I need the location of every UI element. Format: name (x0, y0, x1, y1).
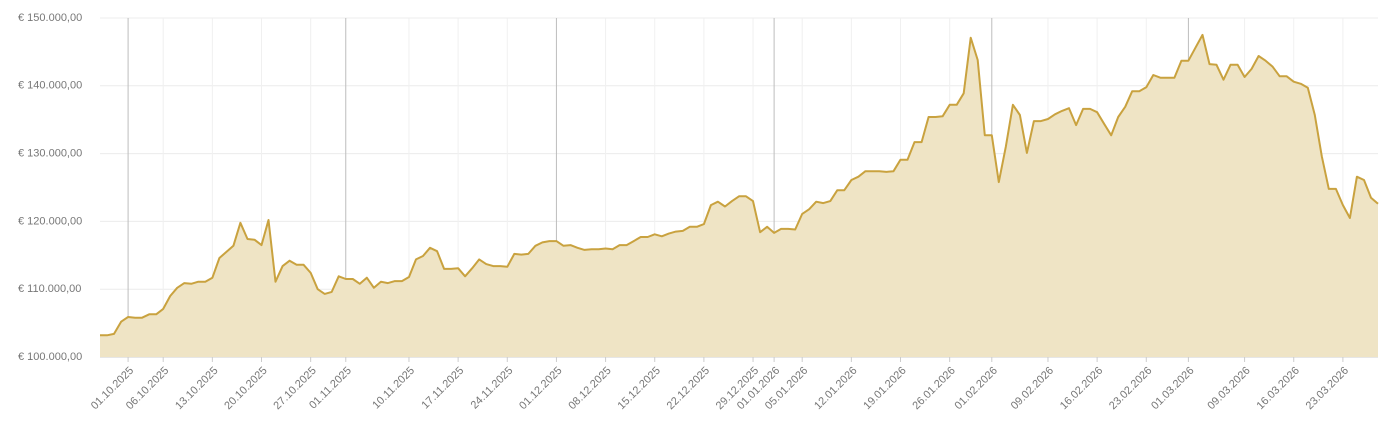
x-tick-label: 09.03.2026 (1205, 365, 1252, 412)
x-tick-label: 12.01.2026 (812, 365, 859, 412)
x-tick-label: 24.11.2025 (469, 365, 516, 412)
x-tick-label: 01.03.2026 (1149, 365, 1196, 412)
x-tick-label: 22.12.2025 (665, 365, 712, 412)
x-tick-label: 23.03.2026 (1304, 365, 1351, 412)
y-tick-label: € 120.000,00 (18, 215, 82, 227)
x-tick-label: 09.02.2026 (1009, 365, 1056, 412)
y-tick-label: € 130.000,00 (18, 148, 82, 160)
x-tick-label: 23.02.2026 (1107, 365, 1154, 412)
x-tick-label: 01.12.2025 (517, 365, 564, 412)
y-tick-label: € 150.000,00 (18, 12, 82, 24)
y-tick-label: € 110.000,00 (18, 283, 81, 295)
x-tick-label: 16.03.2026 (1254, 365, 1301, 412)
x-tick-label: 26.01.2026 (910, 365, 957, 412)
x-tick-label: 19.01.2026 (861, 365, 908, 412)
x-tick-label: 01.02.2026 (953, 365, 1000, 412)
y-tick-label: € 100.000,00 (18, 351, 82, 363)
area-fill (100, 34, 1378, 358)
x-tick-label: 15.12.2025 (615, 365, 662, 412)
y-tick-label: € 140.000,00 (18, 80, 82, 92)
line (100, 33, 1379, 337)
x-tick-label: 20.10.2025 (222, 365, 269, 412)
x-tick-label: 08.12.2025 (566, 365, 613, 412)
x-tick-label: 10.11.2025 (370, 365, 417, 412)
x-tick-label: 16.02.2026 (1058, 365, 1105, 412)
x-tick-label: 13.10.2025 (173, 365, 220, 412)
x-tick-label: 17.11.2025 (419, 365, 466, 412)
